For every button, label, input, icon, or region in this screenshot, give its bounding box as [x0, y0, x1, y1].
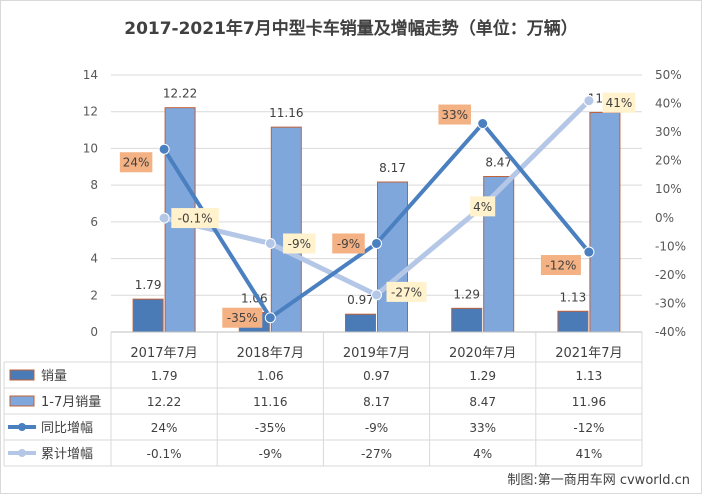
legend-key-point — [18, 423, 26, 431]
sales-bar-label: 1.13 — [560, 290, 587, 304]
table-cell: 8.47 — [469, 395, 496, 409]
yoy-growth-point — [264, 312, 276, 324]
table-cell: 11.16 — [253, 395, 287, 409]
cumulative-growth-point — [371, 289, 382, 301]
table-cell: 1.79 — [151, 369, 178, 383]
yoy-growth-label-box — [119, 152, 153, 173]
y-right-tick-label: -40% — [655, 325, 686, 339]
table-row-label: 销量 — [41, 369, 67, 384]
yoy-growth-label-box — [438, 104, 471, 125]
cumulative-growth-label: -27% — [391, 285, 422, 299]
sales-bar — [132, 298, 164, 333]
cumulative-growth-label-box — [386, 281, 427, 302]
yoy-growth-point — [477, 118, 489, 130]
yoy-growth-label: -35% — [227, 311, 258, 325]
table-cell: 1.13 — [576, 369, 603, 383]
table-cell: 4% — [473, 447, 492, 461]
table-row-label: 1-7月销量 — [41, 395, 101, 410]
yoy-growth-label: 33% — [441, 108, 468, 122]
table-cell: 1.29 — [469, 369, 496, 383]
table-cell: 11.96 — [572, 395, 606, 409]
yoy-growth-label-box — [332, 233, 365, 254]
cumulative-bar-label: 8.17 — [379, 161, 406, 175]
table-cell: 12.22 — [147, 395, 181, 409]
y-right-tick-label: 30% — [655, 125, 682, 139]
cumulative-growth-label: 41% — [606, 96, 633, 110]
cumulative-sales-bar — [377, 181, 408, 333]
cumulative-growth-label: -0.1% — [178, 212, 213, 226]
cumulative-growth-label-box — [171, 208, 219, 229]
table-row-label: 同比增幅 — [41, 421, 93, 436]
sales-bar-label: 1.29 — [453, 287, 480, 301]
cumulative-growth-point — [158, 212, 170, 224]
y-right-tick-label: -10% — [655, 239, 686, 253]
table-cell: 0.97 — [363, 369, 390, 383]
y-right-tick-label: -30% — [655, 296, 686, 310]
yoy-growth-label-box — [540, 255, 581, 276]
table-cell: -9% — [365, 421, 388, 435]
table-cell: 24% — [151, 421, 178, 435]
yoy-growth-line — [162, 121, 591, 320]
cumulative-growth-label: 4% — [473, 200, 492, 214]
y-left-tick-label: 0 — [90, 325, 98, 339]
y-right-tick-label: 10% — [655, 182, 682, 196]
yoy-growth-point — [158, 143, 170, 155]
cumulative-growth-point — [264, 237, 276, 249]
y-right-tick-label: 0% — [655, 211, 674, 225]
sales-bar-label: 0.97 — [347, 293, 374, 307]
table-cell: 1.06 — [257, 369, 284, 383]
cumulative-bar-label: 8.47 — [485, 156, 512, 170]
cumulative-bar-label: 11.16 — [269, 106, 303, 120]
y-left-tick-label: 6 — [90, 215, 98, 229]
yoy-growth-point — [583, 246, 595, 258]
table-cell: 33% — [469, 421, 496, 435]
sales-bar-label: 1.79 — [135, 278, 162, 292]
credit-text: 制图:第一商用车网 cvworld.cn — [507, 473, 690, 488]
y-right-tick-label: 20% — [655, 154, 682, 168]
table-cell: 8.17 — [363, 395, 390, 409]
category-label: 2021年7月 — [555, 346, 622, 361]
table-cell: -12% — [573, 421, 604, 435]
cumulative-growth-label-box — [602, 92, 636, 113]
table-cell: -35% — [255, 421, 286, 435]
y-left-tick-label: 14 — [83, 68, 98, 82]
category-label: 2017年7月 — [130, 346, 197, 361]
cumulative-bar-label: 12.22 — [163, 87, 197, 101]
sales-bar — [345, 313, 376, 333]
y-right-tick-label: 50% — [655, 68, 682, 82]
category-label: 2018年7月 — [237, 346, 304, 361]
category-label: 2019年7月 — [343, 346, 410, 361]
table-cell: -0.1% — [147, 447, 182, 461]
y-right-tick-label: -20% — [655, 268, 686, 282]
y-left-tick-label: 2 — [90, 288, 98, 302]
legend-key-point — [18, 449, 26, 457]
category-label: 2020年7月 — [449, 346, 516, 361]
y-left-tick-label: 4 — [90, 252, 98, 266]
legend-key-bar — [9, 395, 35, 407]
table-cell: 41% — [576, 447, 603, 461]
cumulative-growth-label: -9% — [288, 237, 311, 251]
cumulative-growth-point — [583, 95, 595, 107]
y-left-tick-label: 12 — [83, 105, 98, 119]
cumulative-growth-label-box — [470, 196, 496, 217]
yoy-growth-label: 24% — [123, 156, 150, 170]
yoy-growth-label-box — [222, 307, 263, 328]
legend-key-bar — [9, 369, 35, 381]
y-left-tick-label: 10 — [83, 141, 98, 155]
cumulative-growth-label-box — [283, 233, 316, 254]
y-left-tick-label: 8 — [90, 178, 98, 192]
table-row-label: 累计增幅 — [41, 447, 93, 462]
y-right-tick-label: 40% — [655, 97, 682, 111]
cumulative-sales-bar — [589, 111, 621, 333]
yoy-growth-label: -12% — [545, 259, 576, 273]
yoy-growth-point — [371, 237, 382, 249]
yoy-growth-label: -9% — [337, 237, 360, 251]
sales-bar — [557, 310, 589, 333]
chart-title: 2017-2021年7月中型卡车销量及增幅走势（单位：万辆） — [124, 19, 578, 39]
cumulative-growth-line — [163, 98, 591, 298]
table-cell: -9% — [259, 447, 282, 461]
sales-bar — [451, 307, 483, 333]
table-cell: -27% — [361, 447, 392, 461]
